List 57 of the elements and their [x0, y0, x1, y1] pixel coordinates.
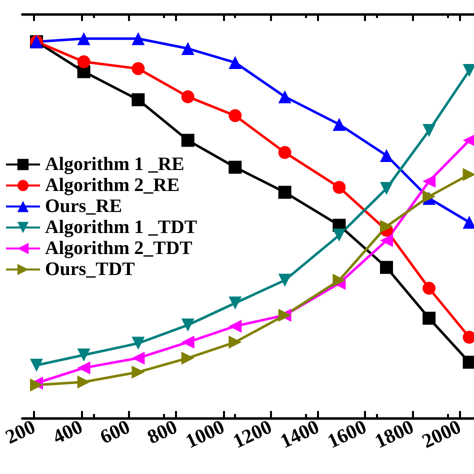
point [380, 234, 393, 247]
x-tick-label: 400 [50, 416, 86, 449]
legend-label: Algorithm 1 _RE [45, 154, 184, 175]
point [228, 160, 242, 174]
x-tick-label: 1200 [230, 416, 276, 453]
x-tick-label: 2000 [418, 416, 464, 453]
point [380, 148, 393, 162]
point [332, 118, 346, 131]
point [228, 109, 242, 122]
point [77, 32, 90, 46]
point [132, 352, 145, 365]
legend-label: Ours_TDT [45, 259, 136, 280]
point [422, 174, 436, 188]
x-tick-label: 1800 [372, 416, 418, 453]
point [132, 62, 145, 76]
point [181, 42, 194, 56]
point [422, 282, 436, 295]
x-tick-label: 1400 [277, 416, 323, 453]
point [278, 90, 292, 104]
point [228, 56, 242, 70]
point [380, 260, 393, 274]
point [132, 366, 145, 379]
point [228, 336, 242, 349]
point [422, 124, 436, 137]
point [132, 93, 145, 106]
point [132, 336, 145, 350]
point [181, 318, 194, 332]
point [278, 274, 292, 287]
point [278, 186, 292, 199]
point [278, 146, 292, 159]
point [181, 336, 194, 349]
point [77, 361, 90, 374]
point [332, 228, 346, 242]
x-tick-label: 1000 [182, 416, 228, 453]
point [181, 134, 194, 147]
point [332, 274, 346, 287]
legend-label: Algorithm 2_TDT [45, 238, 193, 259]
legend-label: Ours_RE [45, 196, 122, 217]
point [332, 180, 346, 194]
legend-label: Algorithm 2_RE [45, 175, 180, 196]
x-tick-label: 600 [96, 416, 134, 449]
point [77, 348, 90, 362]
point [422, 312, 436, 325]
point [228, 296, 242, 310]
point [132, 32, 145, 46]
point [181, 90, 194, 104]
point [77, 55, 90, 68]
legend-label: Algorithm 1 _TDT [45, 217, 198, 238]
point [380, 182, 393, 195]
x-tick-label: 800 [144, 416, 181, 449]
x-tick-label: 1600 [324, 416, 370, 453]
point [228, 320, 242, 333]
x-tick-label: 200 [2, 416, 39, 449]
point [77, 375, 90, 388]
point [380, 220, 393, 233]
point [30, 358, 43, 372]
point [181, 352, 194, 365]
